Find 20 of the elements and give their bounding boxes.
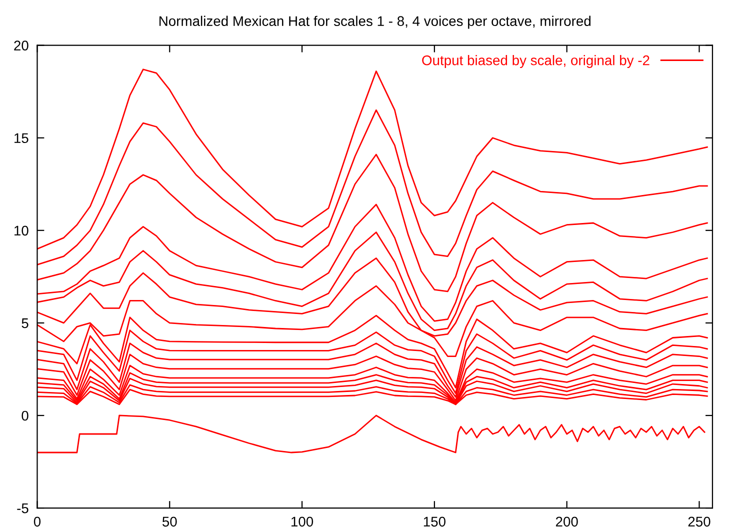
x-tick-label: 250 [688,516,710,527]
y-tick-label: 10 [14,226,28,236]
x-tick-label: 200 [556,516,578,527]
x-tick-label: 50 [162,516,177,527]
y-tick-label: -5 [17,504,28,514]
chart-title: Normalized Mexican Hat for scales 1 - 8, 4 voices per octave, mirrored [159,16,590,29]
line-series [37,204,708,322]
legend-label: Output biased by scale, original by -2 [422,55,650,68]
line-series [37,109,708,266]
line-series [37,414,706,454]
y-tick-label: 15 [14,133,28,144]
line-series [37,68,708,250]
x-tick-label: 0 [34,516,41,527]
y-tick-label: 5 [22,318,28,328]
y-tick-label: 20 [14,40,28,50]
x-tick-label: 100 [292,516,314,527]
line-series [37,232,708,332]
x-tick-label: 150 [424,516,446,527]
y-tick-label: 0 [22,410,28,421]
line-series [37,154,708,292]
